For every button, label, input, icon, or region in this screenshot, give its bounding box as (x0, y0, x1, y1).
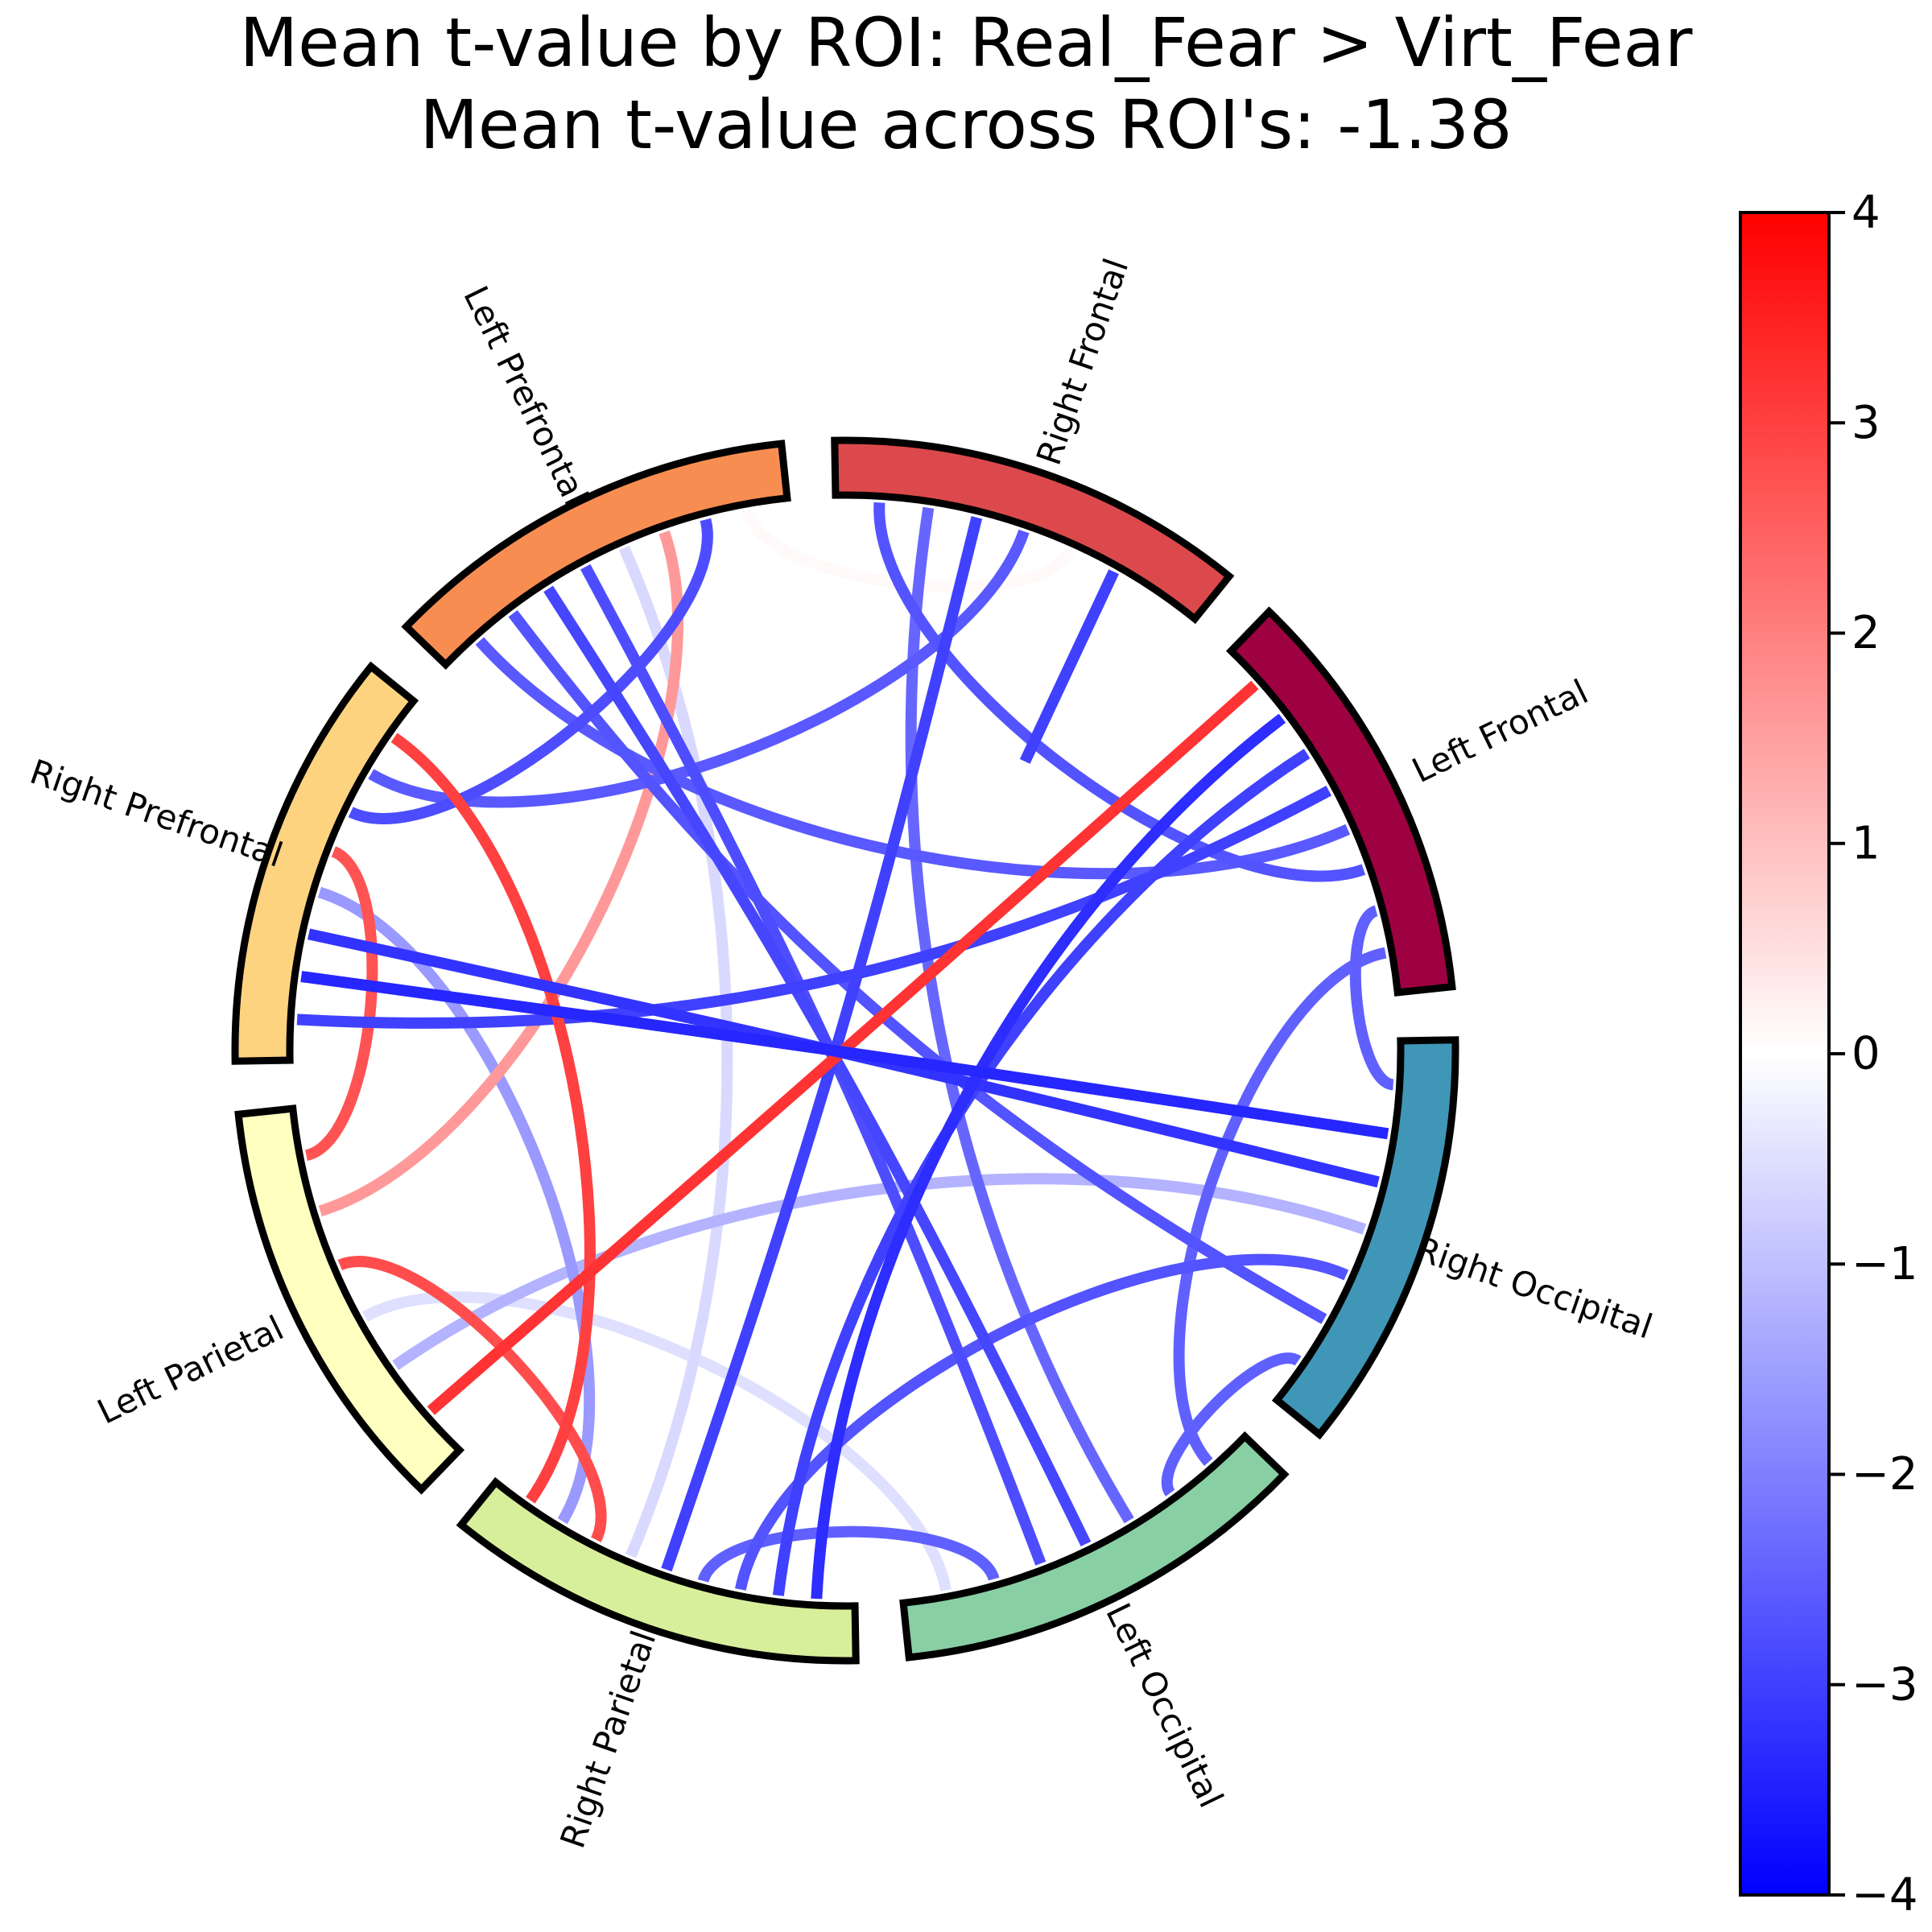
edge-right-occipital-to-left-occipital (1161, 1352, 1302, 1496)
edge-left-frontal-to-right-prefrontal (296, 786, 1332, 1029)
edge-right-occipital-to-right-prefrontal (300, 971, 1389, 1140)
chart-subtitle: Mean t-value across ROI's: -1.38 (419, 85, 1513, 164)
edge-right-parietal-to-left-parietal (337, 1256, 607, 1542)
edge-left-frontal-to-left-occipital (1173, 947, 1387, 1466)
roi-segments (231, 436, 1459, 1665)
roi-segment-left-parietal (234, 1104, 465, 1495)
roi-label-left-prefrontal: Left Prefrontal (456, 280, 596, 512)
edge-left-parietal-to-right-prefrontal (304, 846, 378, 1161)
edge-left-parietal-to-left-prefrontal (318, 530, 683, 1217)
colorbar-ticks: 4 3 2 1 0 −1 −2 −3 −4 (1829, 187, 1918, 1922)
roi-label-left-occipital: Left Occipital (1098, 1597, 1231, 1814)
roi-segment-right-occipital (1271, 1036, 1459, 1440)
roi-segment-left-frontal (1225, 606, 1456, 997)
roi-label-right-prefrontal: Right Prefrontal (25, 752, 287, 875)
colorbar: 4 3 2 1 0 −1 −2 −3 −4 (1739, 187, 1918, 1922)
roi-label-left-frontal: Left Frontal (1406, 672, 1595, 791)
chord-edges (296, 502, 1395, 1600)
edge-left-occipital-to-right-parietal (697, 1525, 1000, 1583)
colorbar-tick-label: 0 (1852, 1028, 1880, 1080)
roi-segment-left-occipital (899, 1430, 1290, 1662)
colorbar-tick-label: 1 (1852, 817, 1880, 869)
colorbar-tick-label: −1 (1852, 1238, 1918, 1290)
colorbar-tick-label: −2 (1852, 1448, 1918, 1501)
colorbar-tick-label: 2 (1852, 607, 1880, 659)
roi-segment-right-frontal (831, 436, 1235, 625)
roi-label-right-occipital: Right Occipital (1411, 1228, 1657, 1346)
edge-left-frontal-to-right-occipital (1349, 905, 1395, 1091)
roi-label-right-parietal: Right Parietal (552, 1626, 663, 1853)
colorbar-gradient (1739, 211, 1831, 1897)
edge-right-frontal-to-right-frontal (1019, 569, 1119, 764)
roi-segment-right-parietal (456, 1476, 860, 1665)
edge-right-prefrontal-to-left-prefrontal (348, 518, 713, 824)
roi-segment-right-prefrontal (231, 661, 419, 1065)
edge-right-prefrontal-to-right-parietal (390, 733, 596, 1504)
colorbar-tick-label: 3 (1852, 397, 1880, 449)
edge-right-occipital-to-right-parietal (734, 1253, 1349, 1591)
roi-label-left-parietal: Left Parietal (91, 1308, 289, 1432)
chart-title: Mean t-value by ROI: Real_Fear > Virt_Fe… (239, 3, 1693, 82)
edge-left-frontal-to-right-parietal (811, 713, 1286, 1600)
roi-segment-left-prefrontal (401, 440, 791, 671)
colorbar-tick-label: 4 (1852, 187, 1880, 239)
colorbar-tick-label: −4 (1852, 1869, 1918, 1922)
colorbar-tick-label: −3 (1852, 1658, 1918, 1711)
roi-label-right-frontal: Right Frontal (1029, 254, 1136, 470)
edge-left-frontal-to-right-frontal (873, 502, 1366, 882)
edge-right-parietal-to-right-prefrontal (317, 886, 596, 1525)
edge-right-occipital-to-left-parietal (392, 1173, 1367, 1370)
